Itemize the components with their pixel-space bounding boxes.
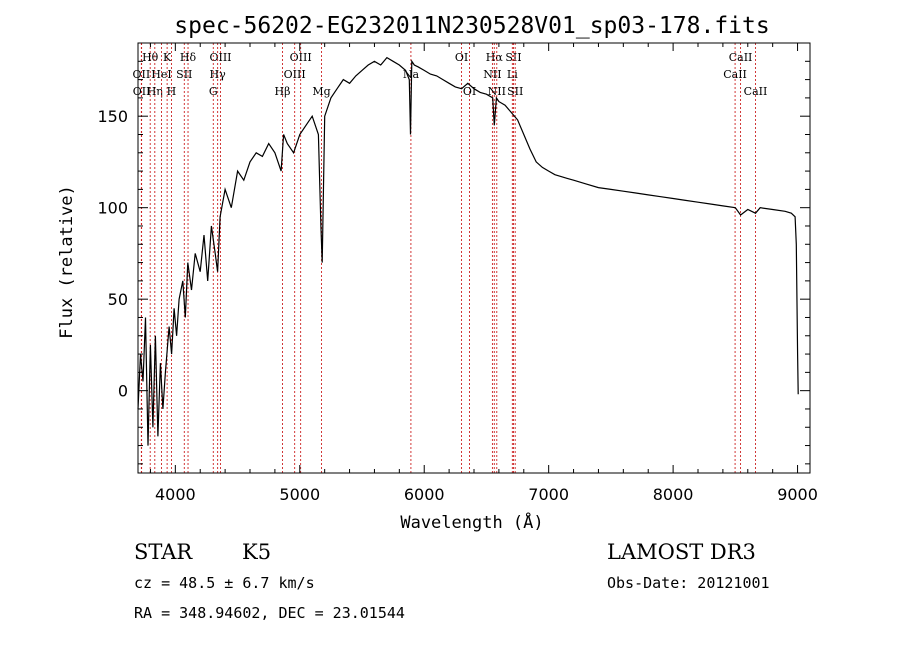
y-tick-label: 0	[118, 382, 128, 401]
spectral-line-label: CaII	[729, 51, 753, 64]
y-tick-label: 100	[97, 199, 128, 218]
spectral-line-label: Li	[507, 68, 518, 81]
spectral-line-label: G	[209, 85, 218, 98]
x-tick-label: 9000	[777, 485, 818, 504]
spectral-line-label: Hδ	[180, 51, 197, 64]
x-tick-label: 8000	[653, 485, 694, 504]
spectral-line-label: K	[163, 51, 172, 64]
survey-name: LAMOST DR3	[607, 540, 756, 564]
observation-date: Obs-Date: 20121001	[607, 574, 770, 592]
x-tick-label: 4000	[155, 485, 196, 504]
spectral-line-label: HeI	[151, 68, 171, 81]
spectral-line-label: Hβ	[275, 85, 291, 98]
flux-series	[137, 56, 799, 446]
spectral-line-label: OIII	[290, 51, 312, 64]
x-tick-label: 6000	[404, 485, 445, 504]
spectral-line-label: OI	[455, 51, 468, 64]
spectral-line-label: OI	[463, 85, 476, 98]
spectral-line-label: NII	[483, 68, 501, 81]
spectral-line-label: Hγ	[210, 68, 227, 81]
spectral-line-label: Hθ	[142, 51, 159, 64]
x-tick-label: 5000	[279, 485, 320, 504]
y-axis-label: Flux (relative)	[57, 185, 77, 339]
spectral-line-label: OII	[133, 68, 151, 81]
plot-frame	[137, 42, 811, 474]
object-class: STAR	[134, 540, 193, 564]
chart-title: spec-56202-EG232011N230528V01_sp03-178.f…	[174, 13, 769, 39]
x-tick-label: 7000	[528, 485, 569, 504]
spectral-line-label: SII	[505, 51, 521, 64]
coordinates: RA = 348.94602, DEC = 23.01544	[134, 604, 405, 622]
spectral-line-label: Hη	[147, 85, 163, 98]
spectral-line-label: Mg	[312, 85, 330, 98]
spectral-line-label: SII	[176, 68, 192, 81]
y-tick-label: 150	[97, 107, 128, 126]
flux-line	[137, 56, 799, 446]
object-subclass: K5	[242, 540, 272, 564]
x-axis-label: Wavelength (Å)	[400, 511, 543, 533]
y-tick-label: 50	[108, 290, 128, 309]
redshift-value: cz = 48.5 ± 6.7 km/s	[134, 574, 315, 592]
y-axis-ticks: 0 50 100 150	[97, 60, 810, 465]
spectral-line-label: NII	[488, 85, 506, 98]
spectral-line-label: CaII	[723, 68, 747, 81]
spectral-line-label: SII	[507, 85, 523, 98]
spectral-line-label: CaII	[744, 85, 768, 98]
x-axis-ticks: 4000 5000 6000 7000 8000 9000	[149, 43, 818, 504]
spectral-line-label: H	[167, 85, 177, 98]
spectral-line-label: OIII	[209, 51, 231, 64]
spectral-line-label: OIII	[284, 68, 306, 81]
spectral-line-label: OII	[133, 85, 151, 98]
spectral-line-label: Hα	[486, 51, 504, 64]
